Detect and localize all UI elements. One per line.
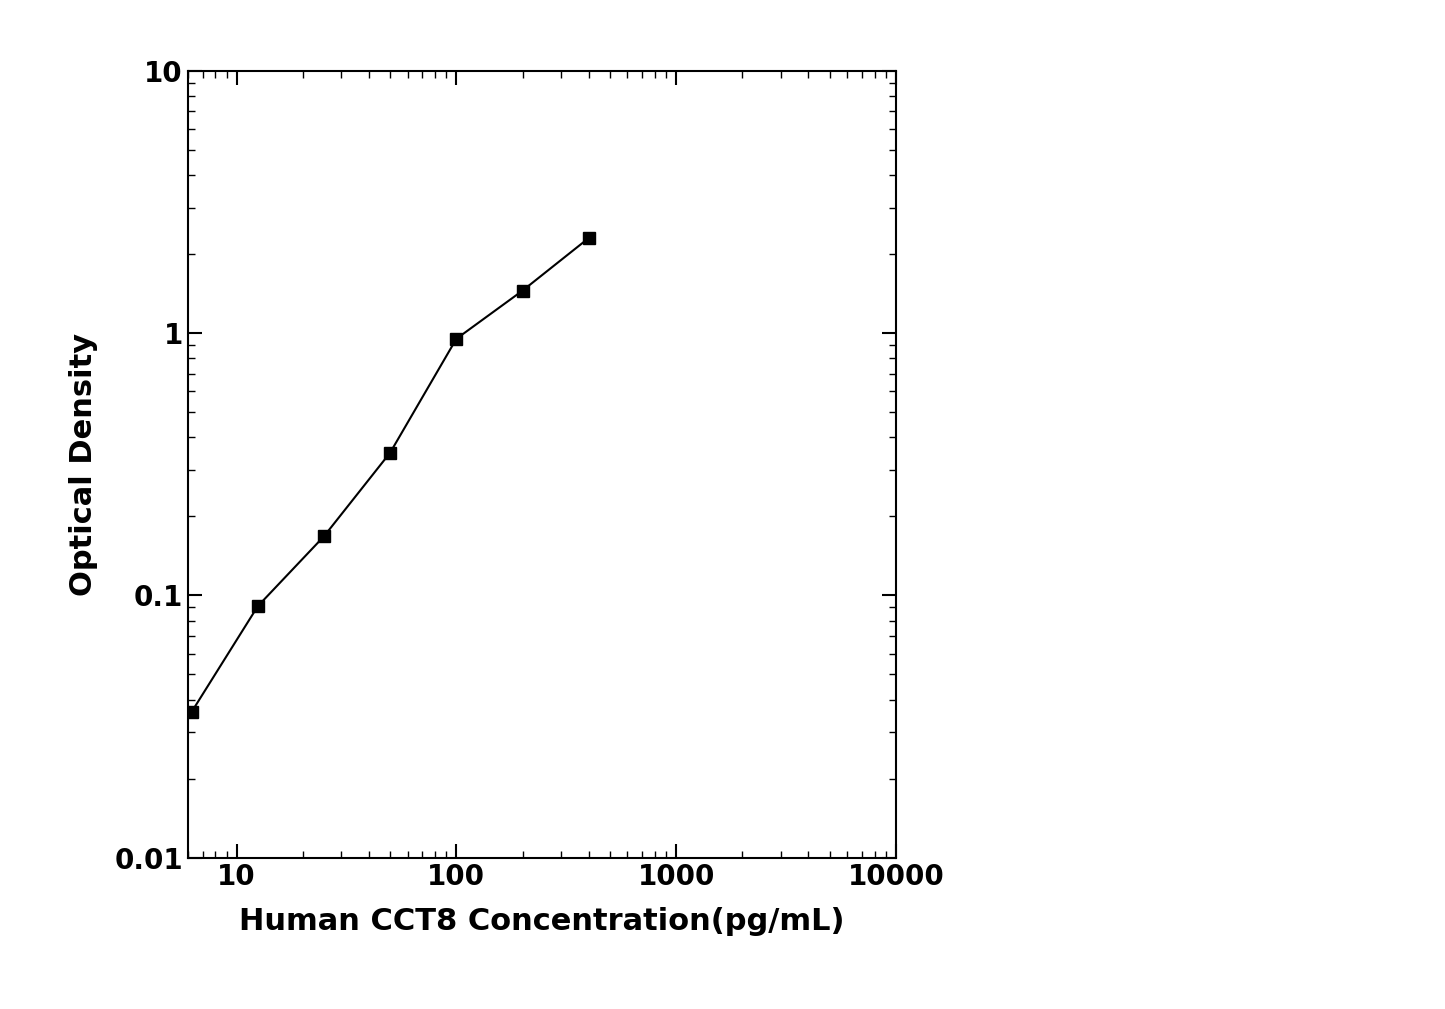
Y-axis label: Optical Density: Optical Density — [69, 333, 98, 595]
X-axis label: Human CCT8 Concentration(pg/mL): Human CCT8 Concentration(pg/mL) — [238, 907, 845, 936]
